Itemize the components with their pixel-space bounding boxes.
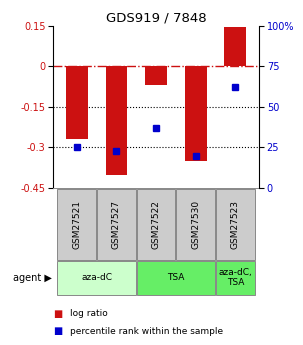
Bar xyxy=(97,189,136,260)
Bar xyxy=(57,261,136,295)
Bar xyxy=(137,189,175,260)
Text: GSM27527: GSM27527 xyxy=(112,200,121,249)
Text: aza-dC: aza-dC xyxy=(81,273,112,282)
Text: GSM27521: GSM27521 xyxy=(72,200,81,249)
Bar xyxy=(105,66,127,175)
Bar xyxy=(185,66,207,161)
Bar xyxy=(145,66,167,85)
Text: agent ▶: agent ▶ xyxy=(13,273,52,283)
Title: GDS919 / 7848: GDS919 / 7848 xyxy=(106,12,206,25)
Bar xyxy=(216,189,255,260)
Text: ■: ■ xyxy=(53,309,62,319)
Text: percentile rank within the sample: percentile rank within the sample xyxy=(70,327,223,336)
Bar xyxy=(216,261,255,295)
Text: ■: ■ xyxy=(53,326,62,336)
Text: GSM27522: GSM27522 xyxy=(152,200,161,249)
Bar xyxy=(225,27,246,66)
Bar xyxy=(57,189,96,260)
Text: log ratio: log ratio xyxy=(70,309,108,318)
Text: GSM27523: GSM27523 xyxy=(231,200,240,249)
Text: GSM27530: GSM27530 xyxy=(191,200,200,249)
Bar xyxy=(176,189,215,260)
Bar xyxy=(66,66,88,139)
Text: TSA: TSA xyxy=(167,273,185,282)
Bar xyxy=(137,261,215,295)
Text: aza-dC,
TSA: aza-dC, TSA xyxy=(218,268,252,287)
